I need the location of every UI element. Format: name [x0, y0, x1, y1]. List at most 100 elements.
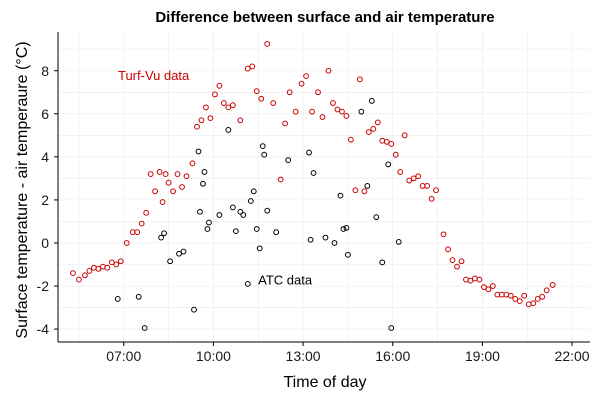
data-point — [200, 180, 206, 187]
data-point — [138, 220, 145, 227]
data-point — [347, 136, 354, 143]
data-point — [307, 236, 314, 243]
data-point — [264, 40, 271, 47]
data-point — [183, 173, 190, 180]
data-point — [392, 151, 399, 158]
x-axis-title: Time of day — [284, 374, 367, 391]
data-point — [114, 296, 121, 302]
data-point — [340, 226, 347, 232]
data-point — [309, 108, 315, 115]
data-point — [521, 292, 528, 299]
x-tick-label: 22:00 — [555, 348, 590, 364]
data-point — [258, 95, 265, 102]
data-point — [134, 229, 141, 236]
data-point — [512, 296, 519, 302]
data-point — [358, 108, 365, 115]
data-point — [356, 76, 363, 83]
data-point — [203, 104, 209, 111]
data-point — [259, 143, 266, 149]
y-tick-label: 2 — [41, 192, 49, 208]
data-point — [343, 113, 350, 119]
data-point — [244, 65, 251, 72]
data-point — [167, 258, 173, 265]
data-point — [534, 296, 541, 302]
data-point — [152, 188, 159, 195]
data-point — [216, 212, 223, 218]
data-point — [530, 300, 537, 307]
data-point — [216, 82, 223, 89]
x-tick-label: 16:00 — [375, 348, 410, 364]
labels: Difference between surface and air tempe… — [14, 9, 495, 391]
data-points — [70, 40, 556, 331]
data-point — [330, 100, 336, 106]
series-atc — [114, 97, 402, 331]
x-tick-label: 19:00 — [465, 348, 500, 364]
data-point — [476, 276, 483, 283]
data-point — [240, 212, 247, 218]
data-point — [445, 246, 451, 253]
data-point — [345, 251, 351, 258]
data-point — [204, 226, 211, 232]
data-point — [303, 73, 309, 80]
data-point — [86, 268, 93, 274]
data-point — [282, 120, 289, 127]
series-label-atc: ATC data — [258, 273, 313, 288]
data-point — [507, 292, 514, 299]
axes: 07:00 10:00 13:00 16:00 19:00 22:00 -4 -2 0 2 4 6 8 — [37, 32, 590, 364]
data-point — [395, 238, 402, 245]
x-tick-label: 07:00 — [106, 348, 141, 364]
data-point — [247, 198, 254, 204]
data-point — [373, 214, 380, 221]
data-point — [225, 127, 232, 133]
data-point — [123, 240, 130, 246]
data-point — [141, 325, 148, 331]
data-point — [277, 176, 284, 183]
data-point — [143, 209, 150, 216]
data-point — [428, 195, 435, 202]
data-point — [191, 306, 197, 313]
data-point — [415, 173, 422, 180]
data-point — [364, 183, 371, 189]
data-point — [189, 160, 196, 167]
data-point — [388, 141, 395, 147]
data-point — [458, 258, 465, 265]
data-point — [212, 91, 218, 98]
y-tick-label: -4 — [37, 321, 50, 337]
y-axis-title: Surface temperature - air temperaure (°C… — [14, 41, 31, 338]
data-point — [325, 67, 332, 74]
data-point — [176, 250, 182, 257]
data-point — [159, 199, 166, 205]
data-point — [104, 264, 111, 271]
data-point — [339, 108, 345, 115]
data-point — [467, 277, 474, 284]
data-point — [401, 132, 408, 139]
data-point — [368, 97, 375, 104]
data-point — [249, 63, 256, 70]
y-tick-label: 8 — [41, 63, 49, 79]
data-point — [352, 187, 359, 194]
data-point — [108, 259, 115, 266]
data-point — [361, 188, 368, 195]
data-point — [201, 169, 208, 175]
data-point — [383, 138, 390, 145]
data-point — [440, 231, 447, 238]
data-point — [292, 108, 299, 115]
data-point — [322, 234, 329, 241]
data-point — [237, 117, 244, 124]
data-point — [220, 100, 227, 106]
data-point — [256, 245, 263, 252]
data-point — [343, 225, 350, 231]
data-point — [406, 177, 413, 184]
data-point — [170, 188, 176, 195]
data-point — [261, 151, 268, 158]
data-point — [207, 115, 214, 122]
data-point — [244, 280, 251, 287]
data-point — [156, 169, 163, 175]
data-point — [379, 259, 386, 266]
data-point — [250, 188, 257, 195]
data-point — [298, 80, 305, 87]
data-point — [195, 148, 202, 155]
data-point — [165, 179, 172, 186]
